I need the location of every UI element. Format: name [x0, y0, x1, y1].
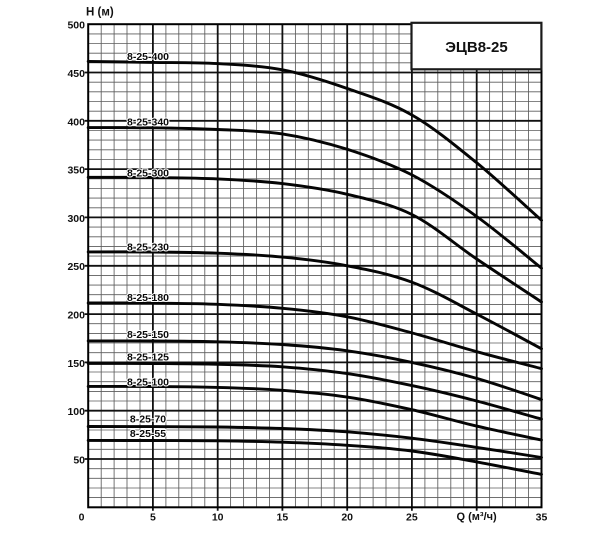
- svg-text:5: 5: [150, 512, 156, 524]
- svg-text:250: 250: [67, 261, 85, 273]
- svg-text:15: 15: [277, 512, 289, 524]
- svg-text:8-25-55: 8-25-55: [130, 428, 166, 440]
- svg-text:150: 150: [67, 358, 85, 370]
- svg-text:10: 10: [212, 512, 224, 524]
- svg-text:25: 25: [406, 512, 418, 524]
- svg-text:500: 500: [67, 20, 85, 32]
- svg-text:8-25-70: 8-25-70: [130, 414, 166, 426]
- svg-text:0: 0: [79, 512, 85, 524]
- svg-text:400: 400: [67, 116, 85, 128]
- svg-text:ЭЦВ8-25: ЭЦВ8-25: [445, 39, 507, 56]
- svg-text:H (м): H (м): [86, 7, 114, 19]
- svg-text:35: 35: [536, 512, 548, 524]
- svg-text:8-25-300: 8-25-300: [127, 168, 169, 180]
- svg-text:8-25-400: 8-25-400: [127, 51, 169, 63]
- svg-text:8-25-340: 8-25-340: [127, 117, 169, 129]
- svg-text:8-25-230: 8-25-230: [127, 241, 169, 253]
- svg-text:450: 450: [67, 68, 85, 80]
- svg-text:Q (м³/ч): Q (м³/ч): [457, 511, 498, 523]
- svg-text:8-25-180: 8-25-180: [127, 292, 169, 304]
- svg-text:350: 350: [67, 165, 85, 177]
- svg-text:8-25-125: 8-25-125: [127, 352, 169, 364]
- svg-text:20: 20: [341, 512, 353, 524]
- svg-text:8-25-100: 8-25-100: [127, 377, 169, 389]
- svg-text:300: 300: [67, 213, 85, 225]
- svg-text:8-25-150: 8-25-150: [127, 329, 169, 341]
- svg-text:200: 200: [67, 310, 85, 322]
- svg-text:50: 50: [73, 455, 85, 467]
- svg-text:100: 100: [67, 406, 85, 418]
